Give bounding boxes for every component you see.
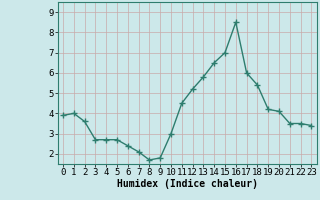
X-axis label: Humidex (Indice chaleur): Humidex (Indice chaleur) xyxy=(117,179,258,189)
